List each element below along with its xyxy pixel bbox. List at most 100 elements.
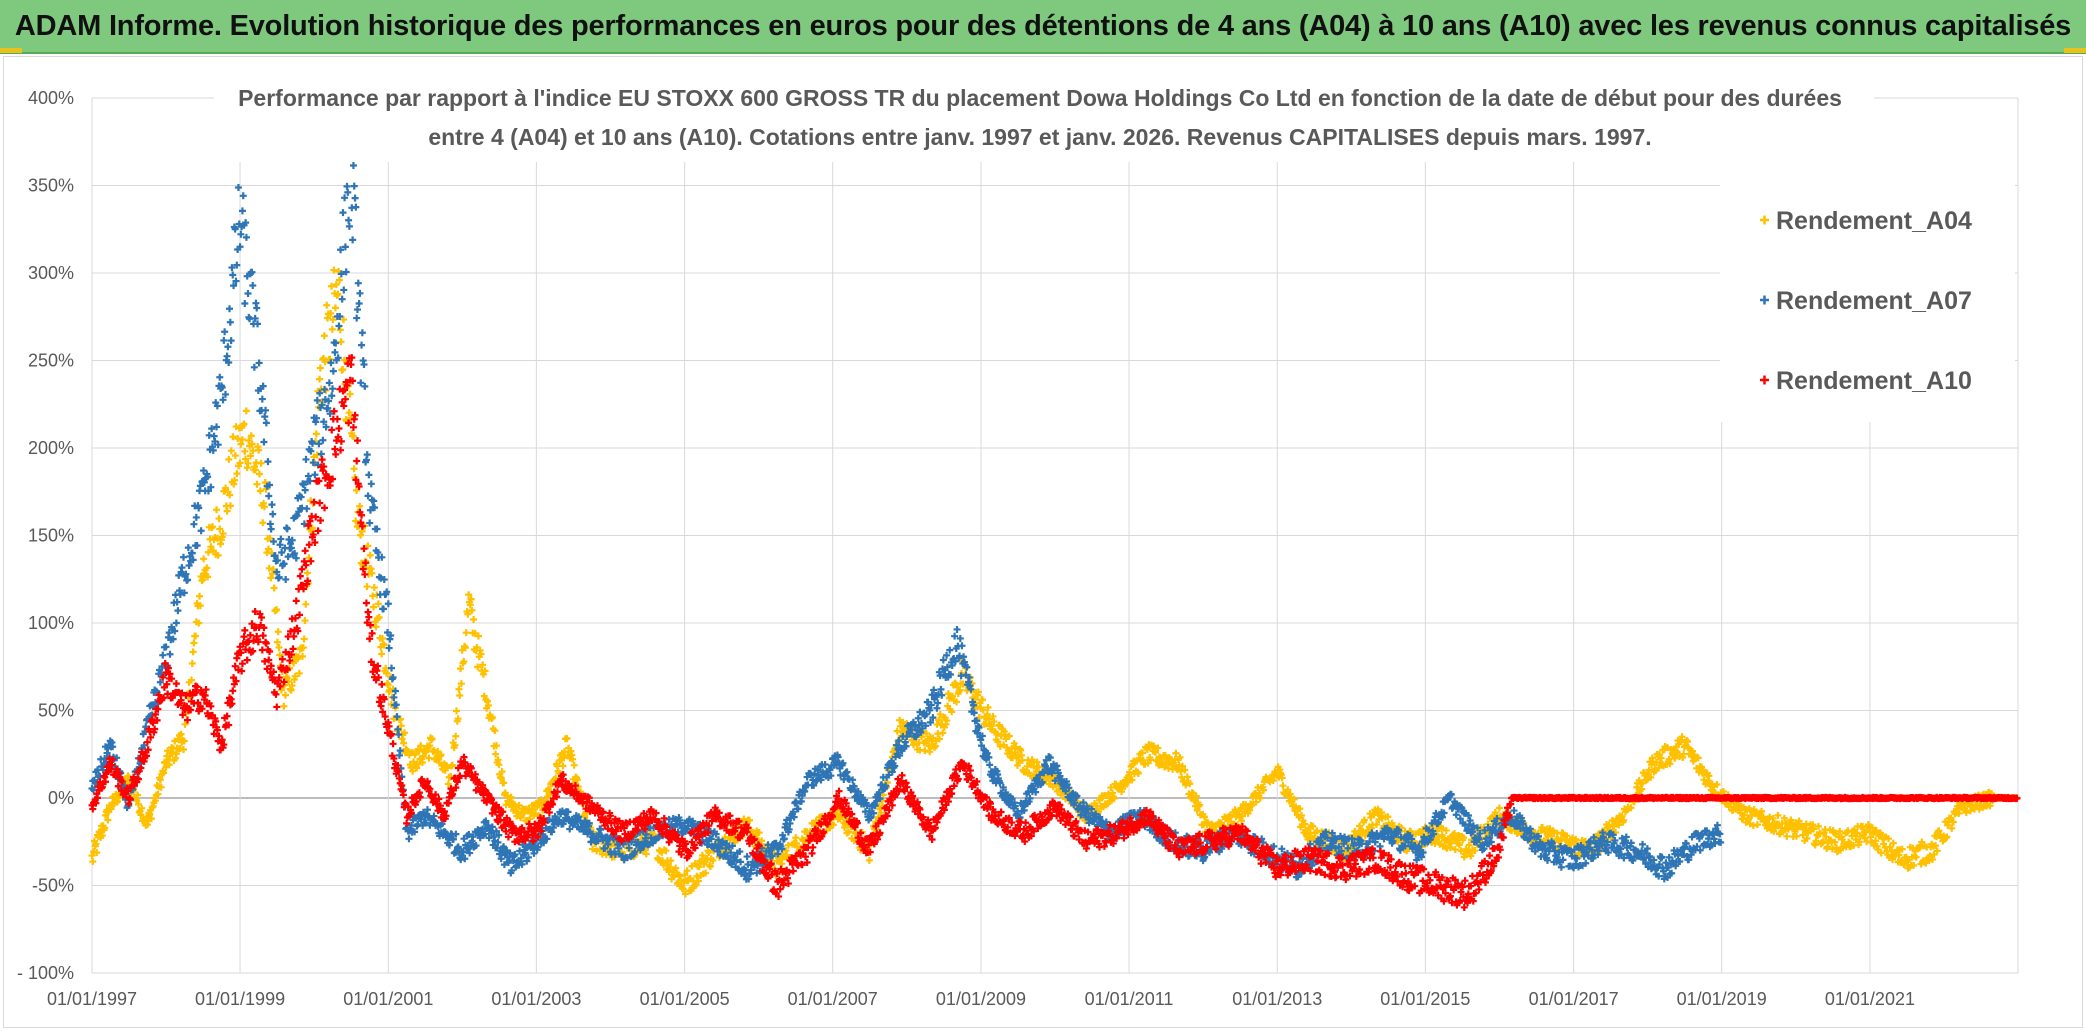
data-point [705,849,713,857]
data-point [354,279,362,287]
data-point [1279,782,1287,790]
data-point [89,858,97,866]
data-point [98,831,106,839]
data-point [321,504,329,512]
data-point [138,804,146,812]
data-point [262,639,270,647]
data-point [244,459,252,467]
data-point [495,761,503,769]
data-point [409,758,417,766]
chart-frame [3,56,2083,1028]
data-point [180,737,188,745]
data-point [225,455,233,463]
data-point [683,867,691,875]
x-tick-label: 01/01/2003 [491,989,581,1009]
data-point [247,432,255,440]
data-point [346,390,354,398]
data-point [452,732,460,740]
data-point [444,780,452,788]
data-point [363,583,371,591]
data-point [174,735,182,743]
x-tick-label: 01/01/2015 [1380,989,1470,1009]
y-tick-label: 100% [28,613,74,633]
data-point [219,530,227,538]
data-point [589,845,597,853]
data-point [226,502,234,510]
data-point [301,547,309,555]
data-point [296,572,304,580]
data-point [237,440,245,448]
data-point [492,742,500,750]
data-point [411,751,419,759]
data-point [267,574,275,582]
data-point [352,486,360,494]
data-point [257,459,265,467]
data-point [698,851,706,859]
data-point [281,691,289,699]
data-point [367,480,375,488]
data-point [248,440,256,448]
data-point [188,659,196,667]
data-point [259,632,267,640]
data-point [529,806,537,814]
data-point [479,661,487,669]
y-tick-label: 200% [28,438,74,458]
data-point [1172,749,1180,757]
data-point [455,685,463,693]
data-point [264,458,272,466]
data-point [382,669,390,677]
data-point [352,203,360,211]
data-point [249,281,257,289]
data-point [302,600,310,608]
data-point [358,329,366,337]
data-point [261,413,269,421]
plot-marks [88,125,2021,911]
data-point [370,603,378,611]
data-point [454,715,462,723]
data-point [323,301,331,309]
data-point [484,702,492,710]
data-point [702,869,710,877]
data-point [457,680,465,688]
data-point [101,824,109,832]
data-point [269,510,277,518]
data-point [275,643,283,651]
data-point [333,415,341,423]
banner-corner-right [2064,48,2086,53]
data-point [200,555,208,563]
data-point [261,479,269,487]
data-point [865,856,873,864]
y-tick-label: 400% [28,88,74,108]
data-point [694,877,702,885]
data-point [301,617,309,625]
data-point [349,236,357,244]
data-point [353,437,361,445]
y-tick-label: 300% [28,263,74,283]
data-point [349,162,357,170]
data-point [374,600,382,608]
data-point [500,779,508,787]
data-point [953,625,961,633]
data-point [368,569,376,577]
data-point [336,326,344,334]
data-point [409,767,417,775]
data-point [426,742,434,750]
x-tick-label: 01/01/2021 [1825,989,1915,1009]
data-point [569,755,577,763]
data-point [349,432,357,440]
data-point [261,657,269,665]
data-point [268,501,276,509]
data-point [353,457,361,465]
data-point [397,722,405,730]
data-point [92,840,100,848]
data-point [241,626,249,634]
data-point [267,525,275,533]
data-point [329,367,337,375]
data-point [213,506,221,514]
data-point [196,602,204,610]
data-point [351,194,359,202]
data-point [428,735,436,743]
data-point [340,316,347,324]
data-point [662,847,670,855]
data-point [414,760,422,768]
